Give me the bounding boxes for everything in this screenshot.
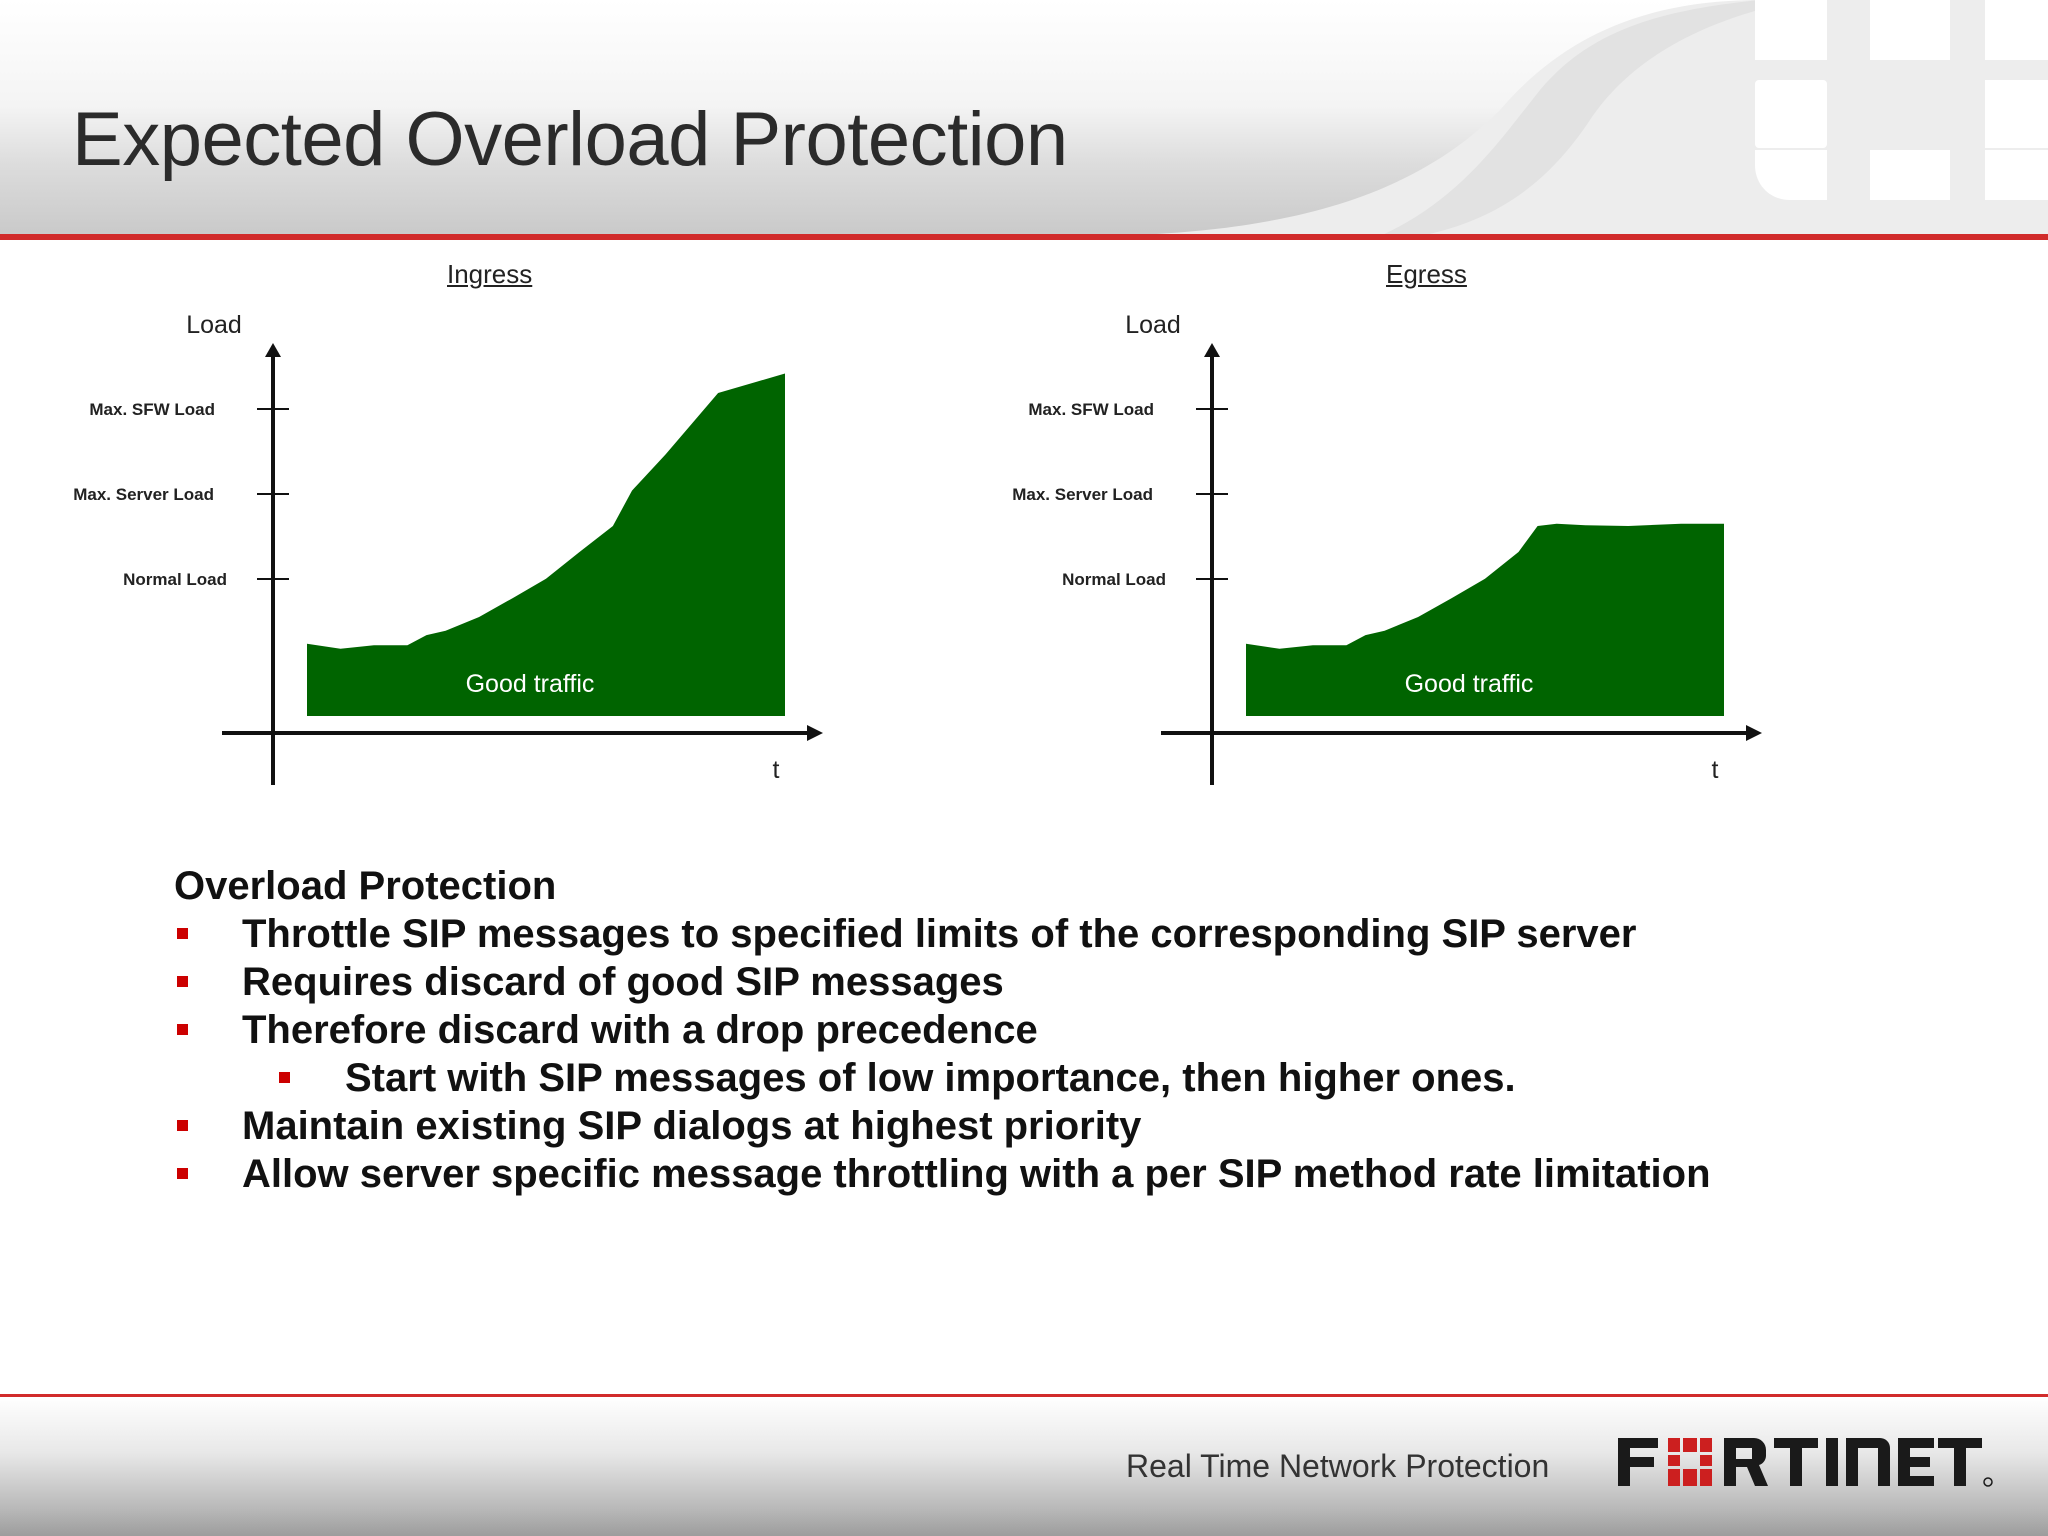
bullet-text: Allow server specific message throttling…: [242, 1152, 1711, 1196]
footer-tagline: Real Time Network Protection: [1126, 1448, 1550, 1484]
bullet-marker-icon: [177, 928, 188, 939]
header-divider: [0, 234, 2048, 240]
bullet-item: Maintain existing SIP dialogs at highest…: [174, 1102, 1994, 1150]
y-level-label: Max. SFW Load: [1028, 400, 1154, 419]
sub-bullet-item: Start with SIP messages of low importanc…: [174, 1054, 1994, 1102]
bullet-marker-icon: [177, 1120, 188, 1131]
bullet-item: Allow server specific message throttling…: [174, 1150, 1994, 1198]
bullet-text: Start with SIP messages of low importanc…: [345, 1056, 1516, 1100]
y-axis-arrow-icon: [265, 343, 281, 357]
area-annotation: Good traffic: [466, 670, 595, 698]
ingress-chart: Normal Load Max. Server Load Max. SFW Load…: [73, 311, 823, 785]
y-level-label: Max. SFW Load: [89, 400, 215, 419]
logo-t-glyph: [1938, 1438, 1993, 1487]
footer-band: [0, 1397, 2048, 1536]
bullet-item: Throttle SIP messages to specified limit…: [174, 910, 1994, 958]
footer-divider: [0, 1394, 2048, 1397]
y-level-label: Max. Server Load: [1012, 485, 1153, 504]
y-axis-arrow-icon: [1204, 343, 1220, 357]
bullet-list: Overload Protection Throttle SIP message…: [174, 862, 1994, 1198]
good-traffic-area: [1246, 523, 1724, 716]
slide-title: Expected Overload Protection: [72, 97, 1068, 182]
y-level-label: Max. Server Load: [73, 485, 214, 504]
bullet-marker-icon: [279, 1072, 290, 1083]
bullet-item: Therefore discard with a drop precedence: [174, 1006, 1994, 1054]
bullet-marker-icon: [177, 1024, 188, 1035]
x-axis-label: t: [1712, 756, 1719, 784]
bullet-item: Requires discard of good SIP messages: [174, 958, 1994, 1006]
x-axis-label: t: [773, 756, 780, 784]
y-level-label: Normal Load: [1062, 570, 1166, 589]
x-axis-arrow-icon: [807, 725, 823, 741]
header-decoration: [1080, 0, 2048, 236]
area-annotation: Good traffic: [1405, 670, 1534, 698]
header-band: [0, 0, 2048, 236]
x-axis-arrow-icon: [1746, 725, 1762, 741]
chart-title-ingress: Ingress: [447, 259, 533, 289]
fortinet-logo: [1618, 1438, 1934, 1486]
chart-title-egress: Egress: [1386, 259, 1467, 289]
bullet-marker-icon: [177, 1168, 188, 1179]
y-level-label: Normal Load: [123, 570, 227, 589]
bullet-marker-icon: [177, 976, 188, 987]
y-axis-label: Load: [186, 311, 242, 339]
good-traffic-area: [307, 373, 785, 716]
egress-chart: Normal Load Max. Server Load Max. SFW Load…: [1012, 311, 1762, 785]
bullet-text: Therefore discard with a drop precedence: [242, 1008, 1038, 1052]
bullet-text: Throttle SIP messages to specified limit…: [242, 912, 1637, 956]
bullet-list-heading: Overload Protection: [174, 864, 557, 908]
y-axis-label: Load: [1125, 311, 1181, 339]
bullet-text: Maintain existing SIP dialogs at highest…: [242, 1104, 1142, 1148]
bullet-text: Requires discard of good SIP messages: [242, 960, 1004, 1004]
